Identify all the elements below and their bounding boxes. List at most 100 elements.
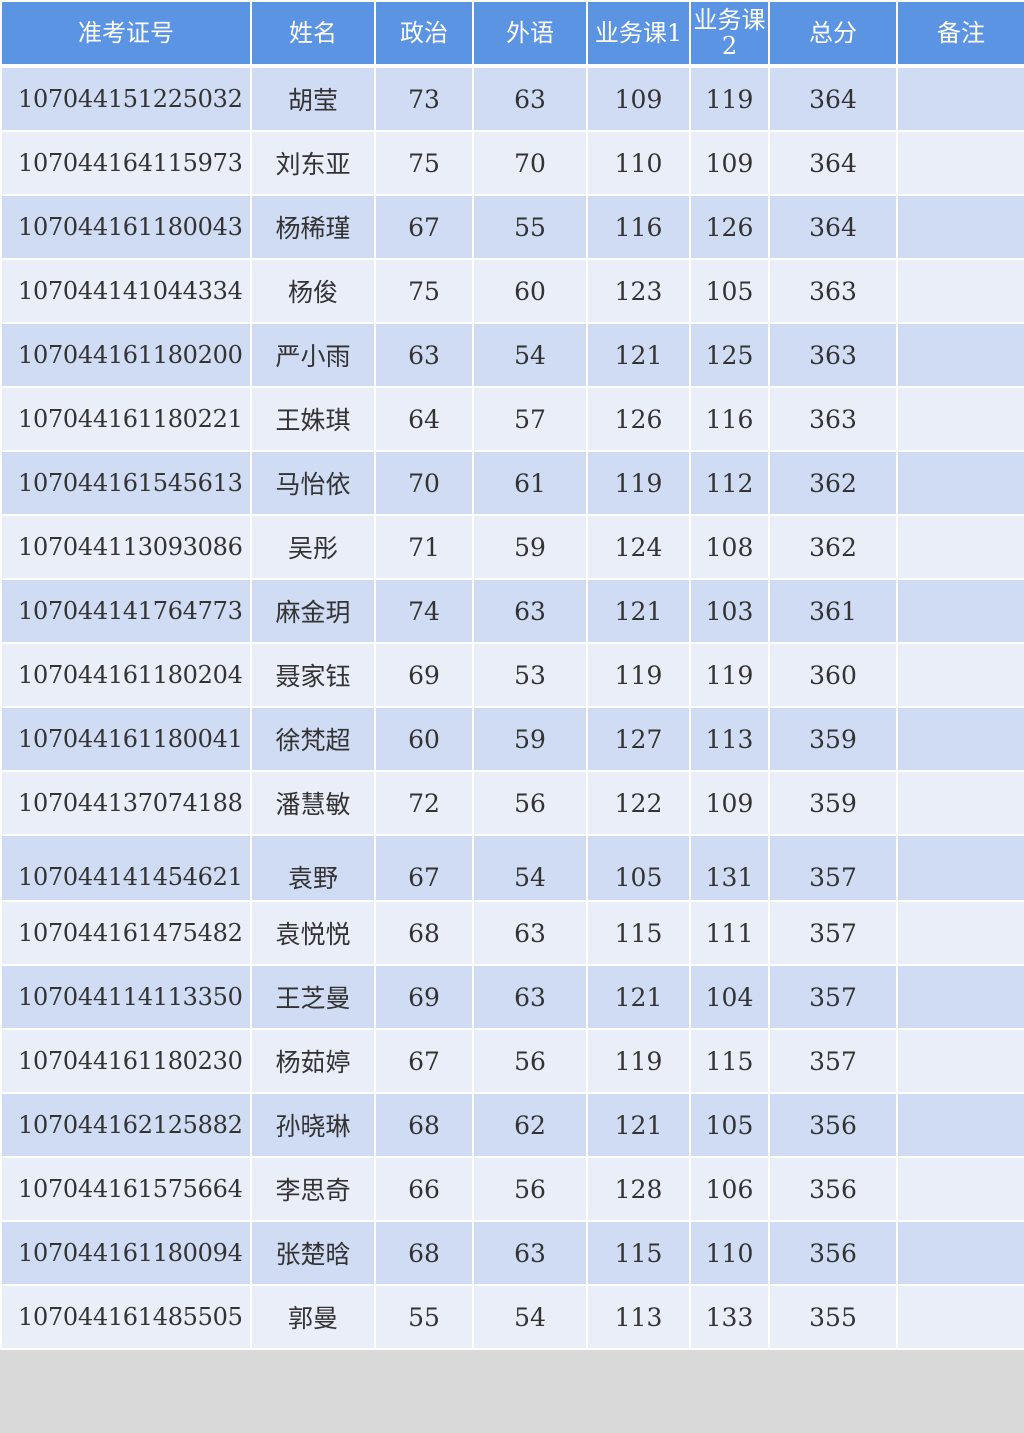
cell-note [896,1220,1024,1286]
header-course1: 业务课1 [586,0,691,67]
table-row: 107044161180230 杨茹婷 67 56 119 115 357 [0,1028,1024,1094]
cell-politics: 69 [374,964,474,1030]
cell-course1: 121 [586,578,691,644]
cell-course1: 119 [586,450,691,516]
cell-language: 63 [472,964,588,1030]
cell-id: 107044161180230 [0,1028,252,1094]
cell-language: 53 [472,642,588,708]
cell-total: 362 [768,514,898,580]
cell-total: 363 [768,386,898,452]
cell-politics: 71 [374,514,474,580]
cell-course1: 116 [586,194,691,260]
cell-name: 袁悦悦 [250,900,376,966]
cell-note [896,964,1024,1030]
cell-total: 357 [768,1028,898,1094]
cell-note [896,770,1024,836]
cell-course2: 106 [689,1156,770,1222]
cell-name: 王芝曼 [250,964,376,1030]
cell-total: 356 [768,1220,898,1286]
table-row: 107044164115973 刘东亚 75 70 110 109 364 [0,130,1024,196]
cell-course2: 112 [689,450,770,516]
cell-course1: 105 [586,834,691,902]
table-row: 107044161180041 徐梵超 60 59 127 113 359 [0,706,1024,772]
table-row: 107044161180043 杨稀瑾 67 55 116 126 364 [0,194,1024,260]
cell-total: 361 [768,578,898,644]
cell-id: 107044114113350 [0,964,252,1030]
cell-politics: 68 [374,900,474,966]
cell-id: 107044151225032 [0,65,252,132]
cell-language: 70 [472,130,588,196]
cell-note [896,65,1024,132]
cell-id: 107044161180043 [0,194,252,260]
cell-language: 54 [472,322,588,388]
cell-course1: 121 [586,1092,691,1158]
score-table: 准考证号 姓名 政治 外语 业务课1 业务课2 总分 备注 1070441512… [0,0,1024,1350]
cell-name: 严小雨 [250,322,376,388]
header-name: 姓名 [250,0,376,67]
cell-total: 357 [768,964,898,1030]
cell-note [896,642,1024,708]
cell-course2: 115 [689,1028,770,1094]
cell-language: 61 [472,450,588,516]
cell-politics: 67 [374,1028,474,1094]
cell-id: 107044113093086 [0,514,252,580]
cell-course1: 110 [586,130,691,196]
table-row: 107044113093086 吴彤 71 59 124 108 362 [0,514,1024,580]
cell-total: 363 [768,322,898,388]
cell-id: 107044141454621 [0,834,252,902]
cell-name: 郭曼 [250,1284,376,1350]
cell-id: 107044161485505 [0,1284,252,1350]
cell-name: 刘东亚 [250,130,376,196]
cell-name: 杨茹婷 [250,1028,376,1094]
table-row: 107044162125882 孙晓琳 68 62 121 105 356 [0,1092,1024,1158]
cell-politics: 70 [374,450,474,516]
cell-total: 364 [768,130,898,196]
table-row: 107044114113350 王芝曼 69 63 121 104 357 [0,964,1024,1030]
cell-course2: 113 [689,706,770,772]
table-row: 107044161485505 郭曼 55 54 113 133 355 [0,1284,1024,1350]
header-language: 外语 [472,0,588,67]
cell-note [896,1092,1024,1158]
cell-note [896,1156,1024,1222]
table-row: 107044141764773 麻金玥 74 63 121 103 361 [0,578,1024,644]
cell-course1: 122 [586,770,691,836]
cell-note [896,706,1024,772]
table-row: 107044161180094 张楚晗 68 63 115 110 356 [0,1220,1024,1286]
header-row: 准考证号 姓名 政治 外语 业务课1 业务课2 总分 备注 [0,0,1024,67]
cell-language: 63 [472,900,588,966]
cell-id: 107044162125882 [0,1092,252,1158]
cell-course1: 127 [586,706,691,772]
cell-course1: 113 [586,1284,691,1350]
cell-total: 364 [768,65,898,132]
cell-course1: 124 [586,514,691,580]
cell-id: 107044161180204 [0,642,252,708]
cell-politics: 75 [374,258,474,324]
cell-language: 56 [472,770,588,836]
cell-id: 107044141044334 [0,258,252,324]
cell-id: 107044161180041 [0,706,252,772]
cell-course2: 110 [689,1220,770,1286]
cell-course1: 123 [586,258,691,324]
header-politics: 政治 [374,0,474,67]
cell-course2: 105 [689,258,770,324]
cell-course2: 125 [689,322,770,388]
cell-total: 364 [768,194,898,260]
cell-total: 363 [768,258,898,324]
cell-language: 59 [472,706,588,772]
cell-note [896,1284,1024,1350]
cell-note [896,900,1024,966]
cell-total: 356 [768,1092,898,1158]
cell-language: 63 [472,1220,588,1286]
cell-language: 57 [472,386,588,452]
cell-course1: 119 [586,642,691,708]
cell-politics: 64 [374,386,474,452]
cell-politics: 75 [374,130,474,196]
cell-course2: 116 [689,386,770,452]
cell-course1: 121 [586,322,691,388]
cell-note [896,322,1024,388]
cell-language: 59 [472,514,588,580]
cell-note [896,450,1024,516]
table-row: 107044141454621 袁野 67 54 105 131 357 [0,834,1024,902]
cell-note [896,834,1024,902]
cell-course2: 109 [689,130,770,196]
